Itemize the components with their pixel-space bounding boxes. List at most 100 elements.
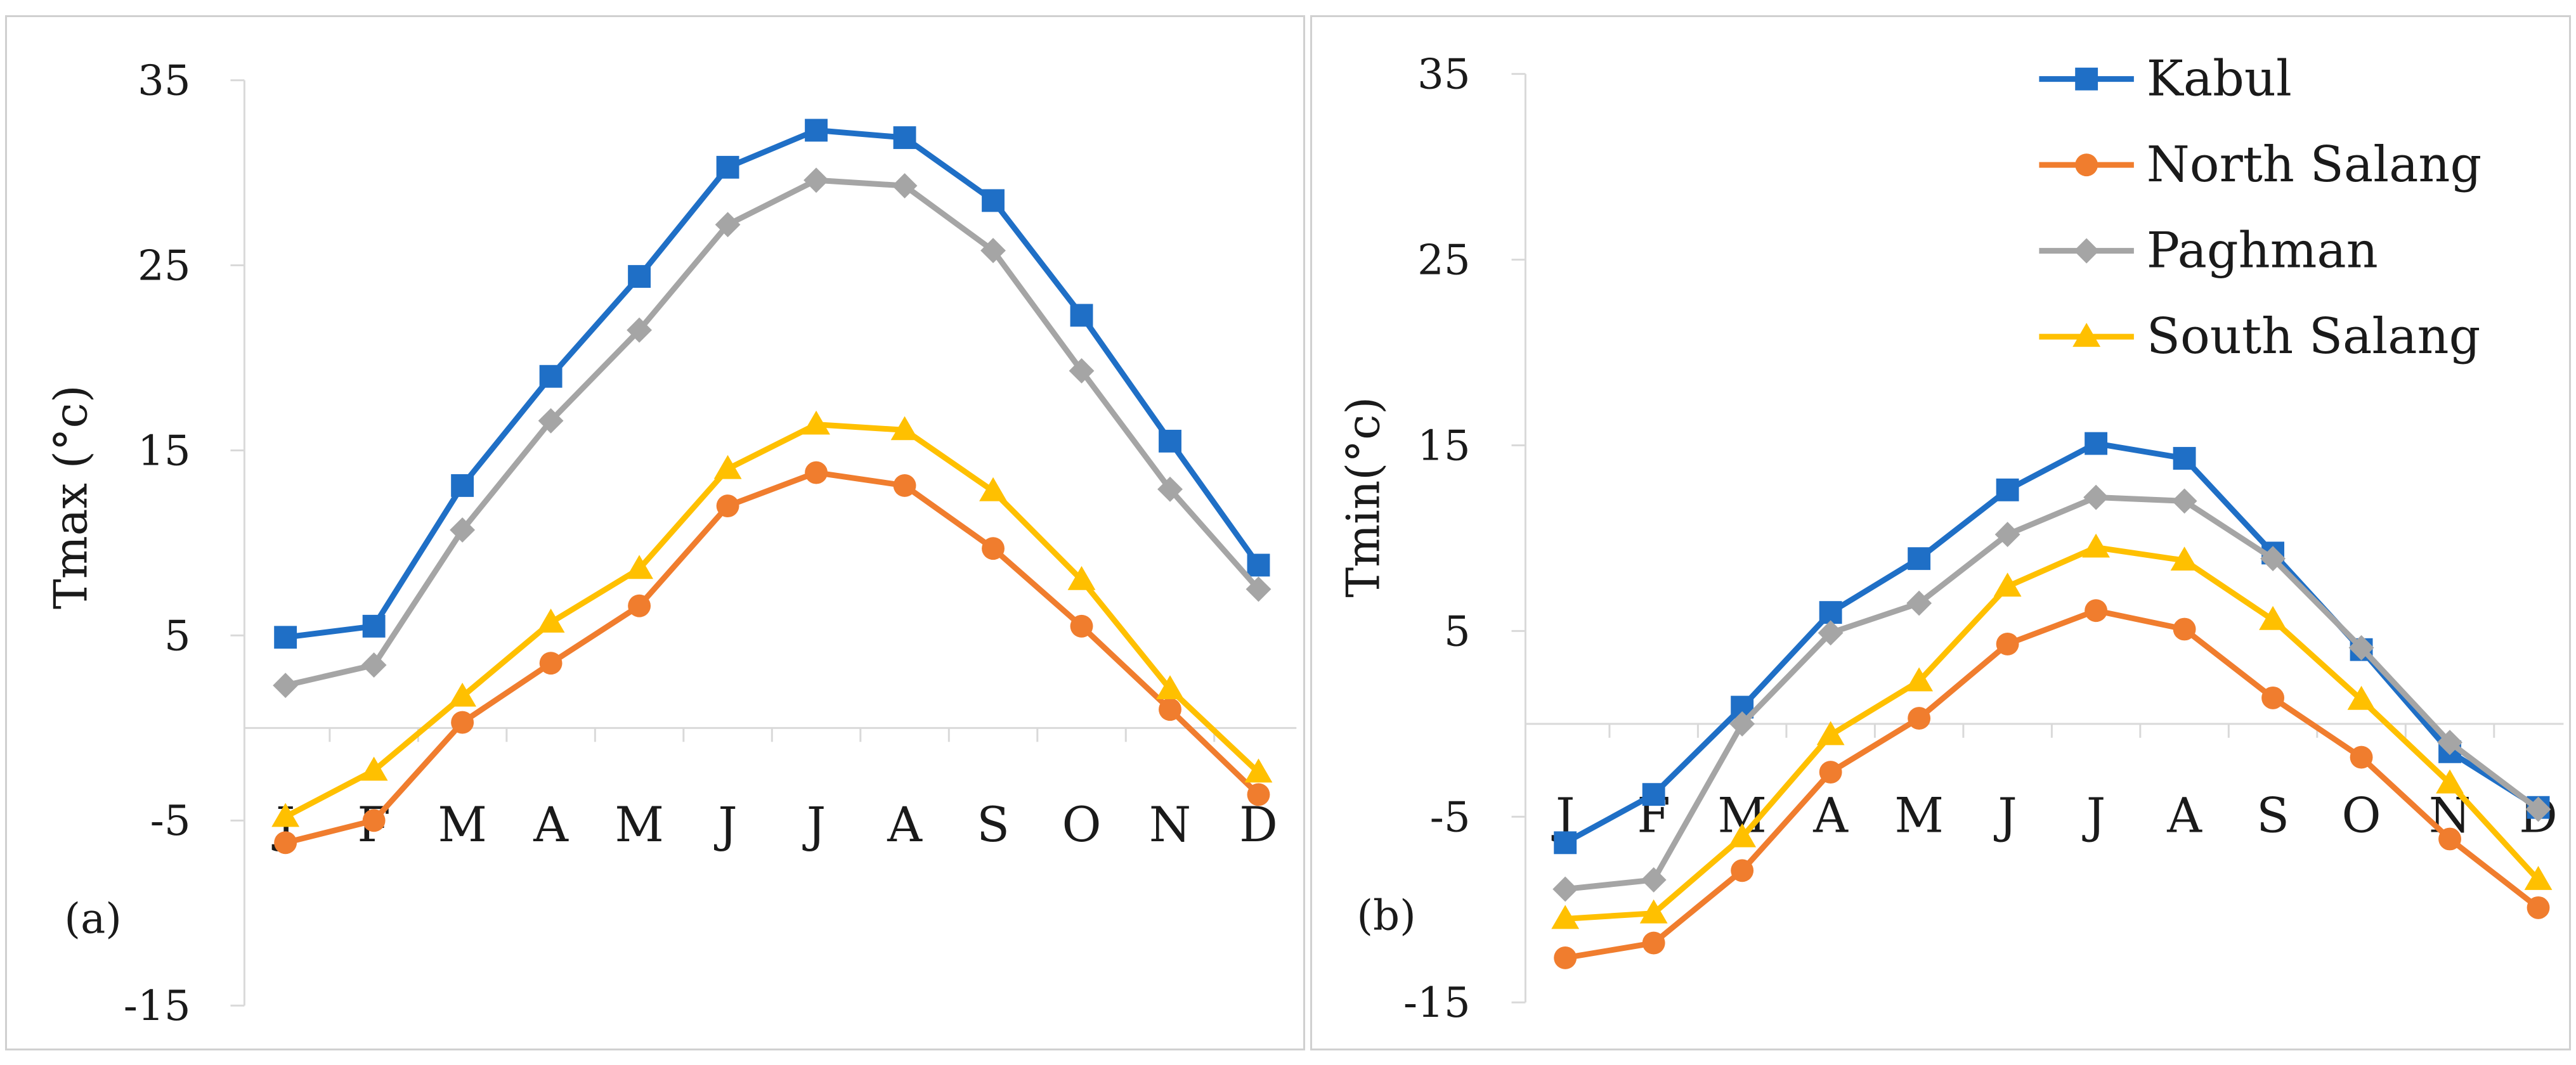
data-point-south-salang-a bbox=[360, 756, 388, 781]
data-point-south-salang-a bbox=[802, 410, 830, 435]
data-point-south-salang-b bbox=[1905, 667, 1934, 692]
data-point-paghman-a bbox=[538, 408, 564, 434]
y-tick-label-b: 35 bbox=[1417, 50, 1471, 99]
y-tick-label-a: 35 bbox=[138, 56, 191, 105]
x-tick-label-b: S bbox=[2256, 787, 2289, 843]
x-tick-label-a: S bbox=[977, 797, 1010, 853]
y-tick-label-a: 5 bbox=[164, 611, 191, 660]
data-point-south-salang-a bbox=[890, 416, 919, 441]
data-point-kabul-b bbox=[1996, 478, 2019, 501]
data-point-north-salang-a bbox=[274, 831, 297, 855]
data-point-south-salang-a bbox=[625, 555, 654, 579]
panel-label-b: (b) bbox=[1356, 891, 1415, 940]
data-point-north-salang-a bbox=[893, 474, 916, 497]
data-point-north-salang-b bbox=[2438, 827, 2461, 851]
data-point-kabul-a bbox=[539, 365, 563, 388]
data-point-south-salang-b bbox=[1551, 905, 1580, 929]
data-point-north-salang-a bbox=[716, 494, 739, 517]
data-point-paghman-b bbox=[2171, 488, 2197, 514]
data-point-paghman-a bbox=[803, 167, 829, 193]
x-tick-label-a: N bbox=[1149, 797, 1191, 853]
data-point-south-salang-b bbox=[2082, 533, 2111, 558]
data-point-south-salang-b bbox=[2524, 866, 2553, 890]
x-tick-label-b: J bbox=[1993, 787, 2017, 843]
series-line-kabul-a bbox=[282, 127, 1261, 640]
data-point-paghman-b bbox=[1729, 711, 1755, 737]
data-point-south-salang-a bbox=[537, 609, 565, 633]
data-point-kabul-a bbox=[893, 126, 916, 150]
legend: Kabul North Salang Paghman South Salang bbox=[2039, 51, 2482, 365]
panel-label-a: (a) bbox=[64, 894, 122, 943]
legend-label-north-salang: North Salang bbox=[2147, 136, 2482, 193]
x-tick-label-b: M bbox=[1894, 787, 1944, 843]
data-point-north-salang-a bbox=[362, 809, 386, 832]
data-point-kabul-a bbox=[362, 614, 386, 638]
data-point-north-salang-a bbox=[451, 711, 474, 734]
legend-marker-south-salang bbox=[2072, 323, 2101, 347]
x-tick-label-a: O bbox=[1062, 797, 1101, 853]
legend-label-kabul: Kabul bbox=[2147, 51, 2292, 108]
data-point-kabul-b bbox=[1819, 601, 1842, 624]
data-point-kabul-a bbox=[982, 189, 1005, 212]
legend-label-paghman: Paghman bbox=[2147, 223, 2378, 280]
data-point-paghman-a bbox=[273, 673, 299, 699]
data-point-north-salang-a bbox=[628, 594, 651, 617]
data-point-south-salang-a bbox=[1067, 565, 1096, 590]
data-point-paghman-a bbox=[892, 173, 918, 198]
data-point-paghman-b bbox=[2525, 796, 2551, 822]
data-point-south-salang-b bbox=[2170, 546, 2199, 571]
x-tick-label-a: J bbox=[713, 797, 737, 853]
data-point-south-salang-b bbox=[2436, 769, 2464, 794]
data-point-north-salang-a bbox=[805, 461, 828, 484]
data-point-south-salang-a bbox=[448, 682, 477, 707]
series-line-south-salang-a bbox=[282, 422, 1261, 820]
y-tick-label-a: 25 bbox=[138, 241, 191, 290]
series-markers-kabul-a bbox=[274, 119, 1270, 649]
series-line-north-salang-a bbox=[282, 470, 1261, 846]
y-tick-label-b: 5 bbox=[1444, 607, 1471, 655]
x-tick-label-a: M bbox=[438, 797, 487, 853]
y-tick-label-b: -5 bbox=[1430, 792, 1471, 841]
data-point-kabul-a bbox=[805, 119, 828, 142]
data-point-north-salang-a bbox=[1159, 698, 1181, 721]
data-point-kabul-b bbox=[1642, 783, 1665, 806]
data-point-north-salang-a bbox=[539, 652, 563, 675]
series-line-paghman-a bbox=[282, 177, 1261, 688]
x-tick-label-a: J bbox=[802, 797, 826, 853]
series-markers-north-salang-a bbox=[274, 461, 1270, 855]
data-point-kabul-b bbox=[1554, 831, 1577, 855]
legend-label-south-salang: South Salang bbox=[2147, 308, 2481, 365]
data-point-south-salang-a bbox=[1156, 675, 1184, 700]
x-tick-label-a: A bbox=[533, 797, 569, 853]
data-point-paghman-a bbox=[1069, 358, 1095, 384]
data-point-north-salang-b bbox=[2350, 746, 2373, 769]
legend-marker-kabul bbox=[2075, 67, 2098, 91]
data-point-north-salang-b bbox=[1554, 946, 1577, 969]
chart-panel-b: 3525155-5-15JFMAMJJASONDTmin(°c)(b)Kabul… bbox=[1310, 15, 2571, 1050]
x-tick-label-b: A bbox=[2166, 787, 2202, 843]
y-tick-label-b: -15 bbox=[1403, 978, 1471, 1027]
data-point-paghman-a bbox=[715, 212, 741, 238]
data-point-south-salang-a bbox=[979, 477, 1007, 501]
data-point-north-salang-b bbox=[1908, 707, 1931, 730]
data-point-kabul-b bbox=[1908, 547, 1931, 571]
y-axis-label-b: Tmin(°c) bbox=[1336, 397, 1389, 598]
data-point-kabul-a bbox=[1159, 429, 1181, 453]
data-point-south-salang-b bbox=[2259, 605, 2287, 630]
data-point-north-salang-a bbox=[1247, 783, 1270, 806]
data-point-north-salang-a bbox=[1070, 614, 1093, 638]
x-tick-label-b: A bbox=[1812, 787, 1849, 843]
series-line-paghman-b bbox=[1562, 494, 2542, 893]
data-point-paghman-b bbox=[2348, 635, 2374, 661]
data-point-paghman-a bbox=[980, 238, 1006, 264]
chart-b: 3525155-5-15JFMAMJJASONDTmin(°c)(b)Kabul… bbox=[1336, 50, 2564, 1027]
data-point-south-salang-a bbox=[713, 455, 742, 479]
data-point-north-salang-b bbox=[2173, 617, 2196, 641]
data-point-south-salang-a bbox=[1244, 758, 1273, 783]
series-line-north-salang-b bbox=[1562, 607, 2542, 961]
data-point-north-salang-b bbox=[1731, 859, 1754, 882]
y-tick-label-a: 15 bbox=[138, 426, 191, 475]
legend-marker-north-salang bbox=[2075, 153, 2098, 177]
